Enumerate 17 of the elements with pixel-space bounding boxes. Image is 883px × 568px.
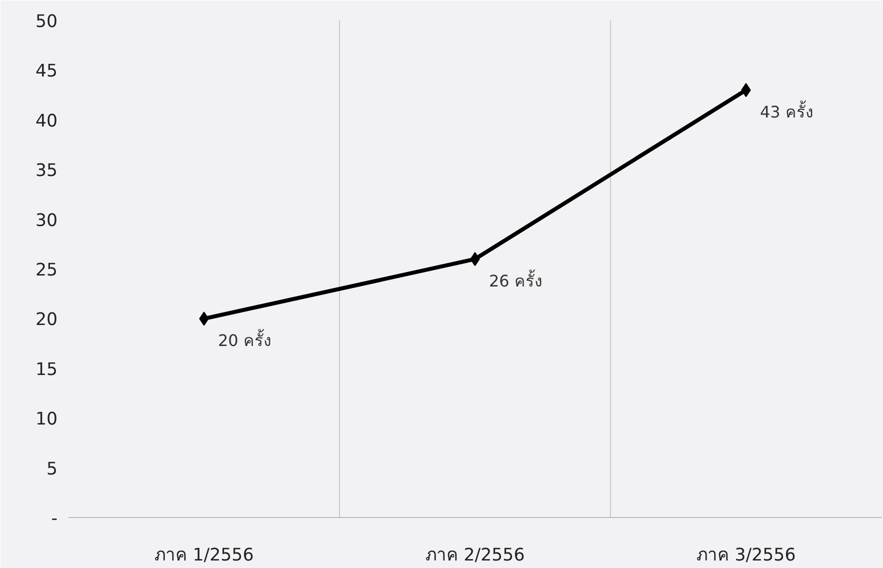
- y-tick-label: 50: [35, 12, 58, 32]
- y-tick-label: 5: [46, 459, 58, 480]
- y-tick-label: 10: [35, 410, 58, 430]
- data-label: 20 ครั้ง: [218, 329, 272, 350]
- y-tick-label: -: [51, 509, 58, 529]
- y-tick-label: 15: [35, 360, 58, 380]
- y-tick-label: 40: [35, 111, 58, 132]
- data-label: 26 ครั้ง: [489, 270, 542, 291]
- y-tick-label: 25: [35, 260, 58, 280]
- y-tick-label: 45: [35, 62, 58, 82]
- x-tick-label: ภาค 1/2556: [154, 546, 254, 566]
- y-tick-label: 20: [35, 310, 58, 330]
- x-tick-label: ภาค 3/2556: [696, 546, 796, 566]
- y-tick-label: 35: [35, 161, 58, 182]
- y-tick-label: 30: [35, 210, 58, 231]
- x-tick-label: ภาค 2/2556: [425, 546, 525, 566]
- data-label: 43 ครั้ง: [760, 100, 814, 122]
